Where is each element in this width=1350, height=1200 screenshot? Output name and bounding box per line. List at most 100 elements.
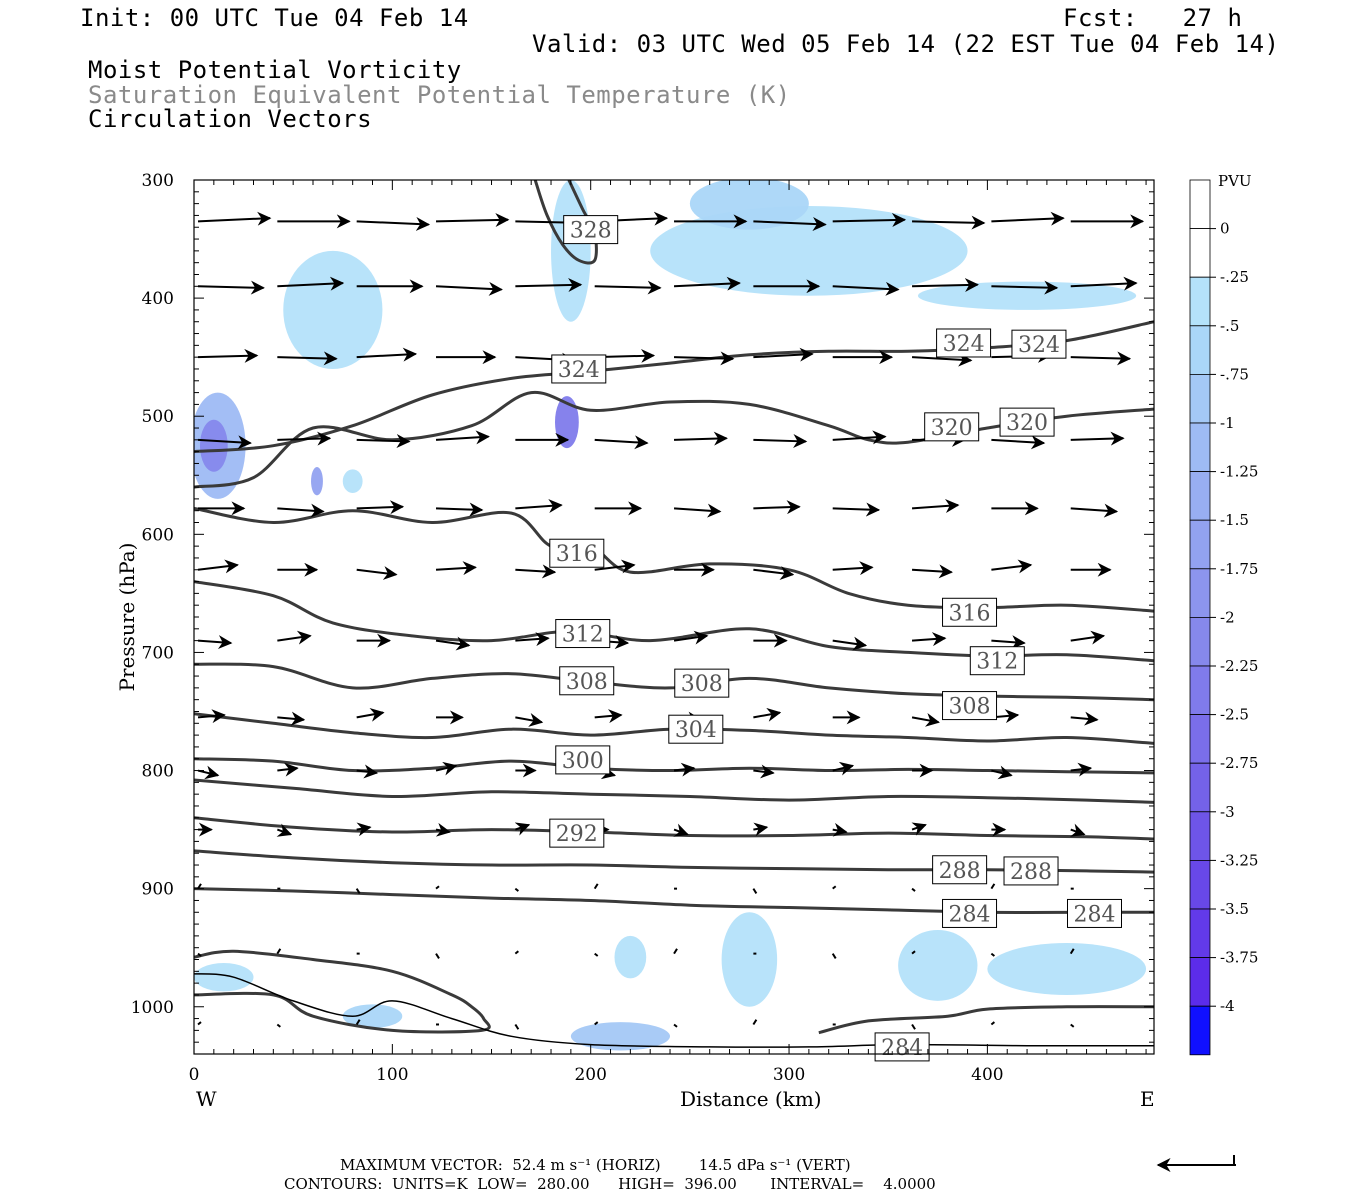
east-label: E [1140,1087,1155,1111]
vector-2-2 [356,347,418,362]
vector-11-8 [831,953,837,959]
colorbar-swatch [1189,714,1211,764]
vector-11-5 [594,952,599,957]
contour-label-box [555,619,611,649]
vector-3-1 [277,431,332,446]
vector-4-11 [1070,503,1119,518]
title-mpv: Moist Potential Vorticity [88,56,462,84]
contour-label-text: 284 [949,902,991,927]
vector-12-6 [673,1023,678,1028]
contour-label-text: 284 [1073,902,1115,927]
vector-2-9 [911,352,973,367]
pv-patch-8 [311,467,323,496]
contour-label-13: 304 [668,714,724,744]
colorbar-label: 0 [1220,220,1230,238]
pv-patch-16 [614,935,647,979]
contour-label-5: 320 [999,407,1055,437]
vector-1-3 [435,281,503,296]
contour-label-10: 308 [559,666,615,696]
x-tick-label: 400 [971,1065,1003,1085]
contour-label-text: 324 [1018,333,1060,358]
contour-label-box [969,646,1025,676]
vector-8-2 [356,764,379,779]
contour-label-box [668,714,724,744]
pv-patch-10 [987,942,1147,995]
vector-1-11 [1070,276,1138,291]
contour-label-9: 312 [969,646,1025,676]
colorbar-swatch [1189,568,1211,618]
y-tick-label: 300 [142,171,174,191]
colorbar-label: -3.25 [1220,851,1258,869]
colorbar-swatch [1189,665,1211,715]
vector-3-10 [991,435,1046,450]
vector-7-5 [594,709,623,724]
vector-9-9 [911,822,927,836]
contour-label-text: 316 [949,601,991,626]
contour-label-box [555,745,611,775]
vector-0-2 [356,216,431,231]
colorbar-label: -1.5 [1220,511,1249,529]
pv-patch-12 [721,912,778,1007]
isentrope-292-9 [194,816,1154,841]
vector-9-11 [1070,823,1086,837]
colorbar-swatch [1189,422,1211,472]
vector-11-9 [911,950,916,955]
colorbar-swatch [1189,519,1211,570]
vector-0-0 [197,211,272,226]
vector-7-9 [911,713,940,727]
contour-label-text: 320 [931,416,973,441]
vector-8-3 [435,761,458,776]
colorbar-swatch [1189,957,1211,1007]
vector-10-0 [197,883,202,890]
contour-label-text: 324 [943,332,985,357]
vector-3-8 [832,430,887,445]
contour-label-text: 320 [1006,411,1048,436]
valid-time: Valid: 03 UTC Wed 05 Feb 14 (22 EST Tue … [532,30,1280,58]
vector-6-8 [832,636,868,651]
vector-9-7 [753,822,769,837]
circulation-vectors [197,211,1145,1030]
contour-label-15: 292 [549,818,605,848]
contour-label-box [674,668,730,698]
vector-4-9 [911,499,960,513]
vector-7-7 [753,707,782,722]
vector-0-7 [753,216,827,231]
y-axis-label: Pressure (hPa) [115,543,139,692]
colorbar-label: -2.5 [1220,706,1249,724]
contour-label-text: 308 [566,670,608,695]
vector-6-4 [515,632,550,647]
isentrope-316-3 [194,506,1154,613]
colorbar-label: -3.75 [1220,949,1258,967]
colorbar: PVU 0 -.25 -.5 -.75 -1 -1.25 -1.5 -1.75 -2 -2.25 -2… [1189,172,1258,1056]
vector-8-7 [753,764,775,779]
isentrope-280-13 [194,949,491,1034]
vector-5-9 [911,564,953,579]
contour-label-20: 284 [874,1032,930,1062]
colorbar-swatch [1189,908,1211,958]
vector-6-11 [1070,630,1106,645]
vector-5-8 [832,561,874,576]
colorbar-swatch [1189,471,1211,521]
isentrope-284-12 [818,1005,1154,1035]
colorbar-unit: PVU [1218,172,1252,190]
contour-note: CONTOURS: UNITS=K LOW= 280.00 HIGH= 396.… [284,1175,936,1193]
contour-label-text: 288 [1010,860,1052,885]
vector-1-4 [515,278,583,293]
west-label: W [196,1087,217,1111]
contour-label-text: 324 [558,358,600,383]
vector-7-2 [356,707,385,722]
contour-label-text: 308 [949,695,991,720]
vector-9-1 [276,823,293,837]
vector-3-11 [1070,431,1125,446]
contour-label-box [1066,898,1122,928]
contour-label-box [1011,329,1067,359]
vector-11-3 [435,953,440,959]
colorbar-label: -4 [1220,997,1235,1015]
isentrope-300-7 [194,757,1154,775]
contour-labels: 328 324 324 324 320 320 316 316 312 312 308 308 308 3… [549,215,1122,1062]
contour-label-text: 316 [556,542,598,567]
vector-0-10 [991,211,1065,226]
vector-11-1 [276,948,282,955]
vector-11-4 [514,950,519,955]
contour-label-text: 288 [939,859,981,884]
